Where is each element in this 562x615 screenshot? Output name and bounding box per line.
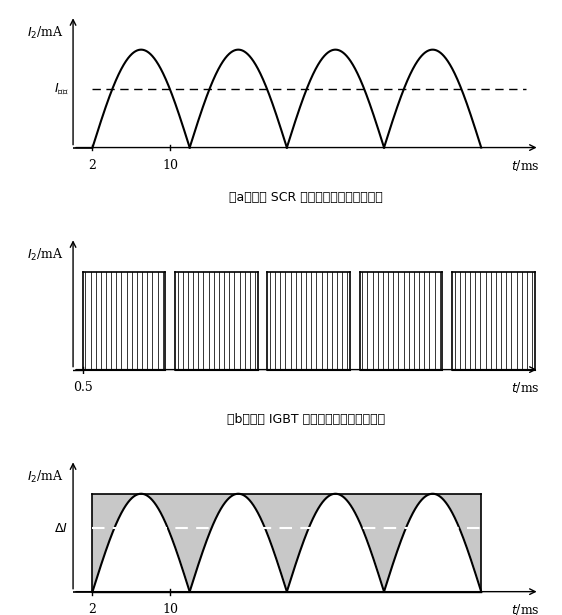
Text: $I_2$/mA: $I_2$/mA	[26, 25, 64, 41]
Text: $I_2$/mA: $I_2$/mA	[26, 247, 64, 263]
Text: 0.5: 0.5	[73, 381, 93, 394]
Bar	[93, 494, 481, 592]
Text: $t$/ms: $t$/ms	[511, 603, 540, 615]
Text: （a）单相 SCR 调压电源系统输出波形图: （a）单相 SCR 调压电源系统输出波形图	[229, 191, 383, 204]
Text: $t$/ms: $t$/ms	[511, 380, 540, 395]
Text: 10: 10	[162, 603, 178, 615]
Text: 2: 2	[89, 603, 97, 615]
Text: （b）三相 IGBT 变频电源系统输出波形图: （b）三相 IGBT 变频电源系统输出波形图	[227, 413, 386, 426]
Text: $I_2$/mA: $I_2$/mA	[26, 469, 64, 485]
Text: $t$/ms: $t$/ms	[511, 158, 540, 173]
Text: 2: 2	[89, 159, 97, 172]
Text: $\Delta I$: $\Delta I$	[55, 522, 68, 534]
Text: $I_{平均}$: $I_{平均}$	[53, 81, 68, 97]
Text: 10: 10	[162, 159, 178, 172]
